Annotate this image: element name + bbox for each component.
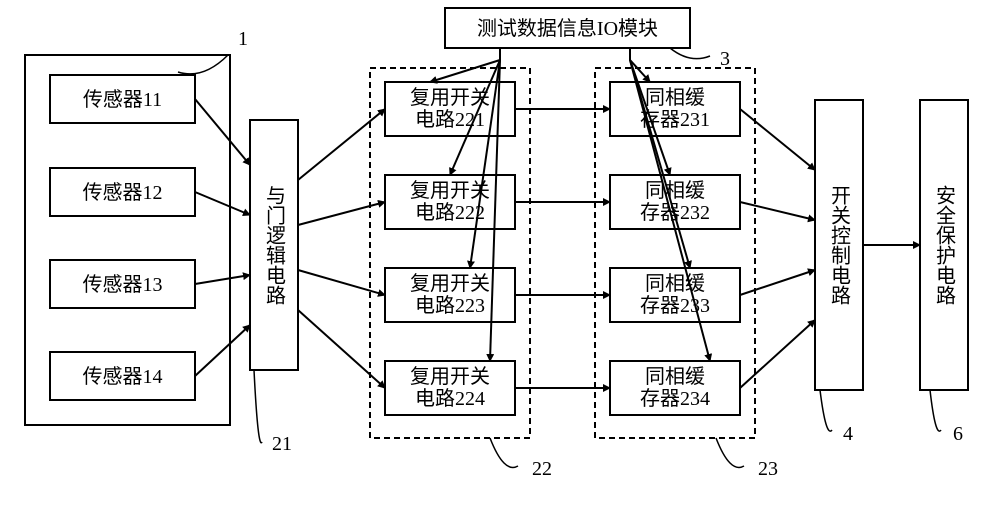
arrow-buf-sw-2 xyxy=(740,270,815,295)
ref-label-21: 21 xyxy=(272,433,292,455)
ref-label-6: 6 xyxy=(953,423,963,445)
sensor-label-s11: 传感器11 xyxy=(83,88,162,111)
arrow-io-mux-0 xyxy=(430,60,500,82)
mux-l2-m222: 电路222 xyxy=(415,201,485,224)
buf-l1-b233: 同相缓 xyxy=(645,272,705,295)
buf-l2-b234: 存器234 xyxy=(640,387,710,410)
ref-label-3: 3 xyxy=(720,48,730,70)
arrow-and-mux-1 xyxy=(298,202,385,225)
arrow-buf-sw-1 xyxy=(740,202,815,220)
arrow-buf-sw-3 xyxy=(740,320,815,388)
mux-l1-m222: 复用开关 xyxy=(410,179,490,202)
sensor-label-s13: 传感器13 xyxy=(83,273,163,296)
mux-l2-m223: 电路223 xyxy=(415,294,485,317)
ref-label-1: 1 xyxy=(238,28,248,50)
buf-l2-b233: 存器233 xyxy=(640,294,710,317)
and-gate-label: 与门逻辑电路 xyxy=(250,120,298,370)
io-module-label: 测试数据信息IO模块 xyxy=(477,17,658,40)
ref-label-4: 4 xyxy=(843,423,853,445)
buf-l1-b234: 同相缓 xyxy=(645,365,705,388)
buf-l1-b232: 同相缓 xyxy=(645,179,705,202)
mux-l2-m224: 电路224 xyxy=(415,387,485,410)
ref-label-23: 23 xyxy=(758,458,778,480)
arrow-buf-sw-0 xyxy=(740,109,815,170)
mux-l1-m223: 复用开关 xyxy=(410,272,490,295)
arrow-and-mux-0 xyxy=(298,109,385,180)
buf-l1-b231: 同相缓 xyxy=(645,86,705,109)
arrow-and-mux-3 xyxy=(298,310,385,388)
switch-ctrl-label: 开关控制电路 xyxy=(815,100,863,390)
mux-l1-m221: 复用开关 xyxy=(410,86,490,109)
sensor-label-s14: 传感器14 xyxy=(83,365,163,388)
sensor-label-s12: 传感器12 xyxy=(83,181,163,204)
arrow-and-mux-2 xyxy=(298,270,385,295)
ref-label-22: 22 xyxy=(532,458,552,480)
safety-label: 安全保护电路 xyxy=(920,100,968,390)
mux-l1-m224: 复用开关 xyxy=(410,365,490,388)
